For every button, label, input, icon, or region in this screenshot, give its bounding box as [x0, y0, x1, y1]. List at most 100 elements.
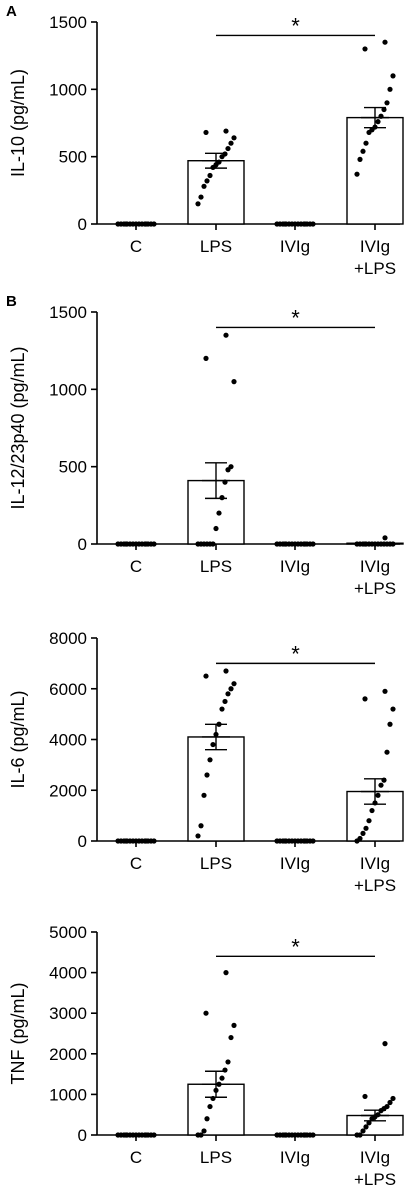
- x-tick-label: IVIg: [280, 854, 310, 873]
- data-point: [372, 124, 378, 130]
- data-point: [151, 541, 157, 547]
- chart-panel: A IL-10 (pg/mL) 0 500 1000 1500 C LPS IVIg IVIg +L…: [6, 3, 404, 278]
- data-point: [384, 749, 390, 755]
- data-point: [216, 721, 222, 727]
- data-point: [231, 135, 237, 141]
- data-point: [282, 838, 288, 844]
- chart-panel: TNF (pg/mL) 0 1000 2000 3000 4000 5000 C LPS IVIg…: [8, 923, 404, 1189]
- data-point: [207, 1103, 213, 1110]
- data-point: [223, 668, 229, 674]
- data-point: [390, 1095, 396, 1102]
- x-tick-label: C: [130, 854, 142, 873]
- data-point: [382, 688, 388, 694]
- significance-star: *: [291, 934, 300, 959]
- data-point: [151, 838, 157, 844]
- x-tick-label: IVIg: [360, 237, 390, 256]
- y-tick-label: 3000: [49, 1004, 87, 1023]
- data-point: [219, 495, 225, 501]
- data-point: [207, 757, 213, 763]
- data-point: [143, 221, 149, 227]
- data-point: [198, 1132, 204, 1138]
- data-point: [369, 807, 375, 814]
- data-point: [363, 825, 369, 831]
- data-point: [231, 379, 237, 385]
- x-tick-label: IVIg: [360, 854, 390, 873]
- y-tick-label: 0: [78, 832, 87, 851]
- y-tick-label: 1000: [49, 380, 87, 399]
- y-axis-label: TNF (pg/mL): [8, 982, 28, 1084]
- y-tick-label: 8000: [49, 629, 87, 648]
- data-point: [223, 970, 229, 976]
- y-tick-label: 0: [78, 535, 87, 554]
- data-point: [360, 830, 366, 836]
- data-point: [310, 541, 316, 547]
- data-point: [387, 721, 393, 727]
- y-tick-label: 4000: [49, 964, 87, 983]
- data-point: [225, 691, 231, 697]
- data-point: [231, 681, 237, 687]
- significance-star: *: [291, 641, 300, 666]
- y-tick-label: 1000: [49, 1085, 87, 1104]
- y-tick-label: 1500: [49, 303, 87, 322]
- data-point: [123, 221, 129, 227]
- x-tick-label: LPS: [200, 237, 232, 256]
- x-tick-label: IVIg: [280, 1148, 310, 1167]
- data-point: [363, 140, 369, 146]
- x-tick-label: +LPS: [354, 259, 396, 278]
- data-point: [384, 100, 390, 106]
- data-point: [143, 541, 149, 547]
- data-point: [201, 1128, 207, 1134]
- data-point: [378, 782, 384, 788]
- data-point: [225, 1059, 231, 1065]
- data-point: [375, 119, 381, 125]
- data-point: [378, 113, 384, 119]
- data-point: [216, 159, 222, 165]
- data-point: [201, 183, 207, 189]
- data-point: [360, 1128, 366, 1134]
- data-point: [382, 535, 388, 541]
- y-tick-label: 1500: [49, 13, 87, 32]
- data-point: [223, 128, 229, 134]
- data-point: [222, 1067, 228, 1073]
- data-point: [219, 706, 225, 712]
- data-point: [302, 1132, 308, 1138]
- data-point: [228, 464, 234, 470]
- y-tick-label: 500: [59, 458, 87, 477]
- data-point: [222, 151, 228, 157]
- data-point: [225, 145, 231, 152]
- panel-letter: B: [6, 293, 17, 310]
- y-tick-label: 4000: [49, 731, 87, 750]
- data-point: [207, 172, 213, 179]
- data-point: [390, 706, 396, 712]
- data-point: [310, 838, 316, 844]
- data-point: [216, 510, 222, 516]
- data-point: [204, 178, 210, 184]
- bar: [346, 116, 404, 225]
- data-point: [123, 838, 129, 844]
- data-point: [195, 201, 201, 207]
- data-point: [123, 1132, 129, 1138]
- significance-star: *: [291, 305, 300, 330]
- data-point: [123, 541, 129, 547]
- data-point: [302, 221, 308, 227]
- data-point: [203, 129, 209, 136]
- x-tick-label: IVIg: [360, 557, 390, 576]
- data-point: [387, 86, 393, 92]
- data-point: [213, 525, 219, 532]
- y-axis-label: IL-12/23p40 (pg/mL): [8, 346, 28, 509]
- data-point: [204, 772, 210, 778]
- x-tick-label: C: [130, 237, 142, 256]
- x-tick-label: LPS: [200, 557, 232, 576]
- data-point: [366, 818, 372, 824]
- x-tick-label: IVIg: [280, 557, 310, 576]
- data-point: [381, 777, 387, 783]
- data-point: [362, 541, 368, 547]
- data-point: [195, 833, 201, 839]
- data-point: [362, 696, 368, 702]
- data-point: [357, 1132, 363, 1138]
- data-point: [210, 541, 216, 547]
- x-tick-label: C: [130, 1148, 142, 1167]
- data-point: [282, 221, 288, 227]
- data-point: [143, 1132, 149, 1138]
